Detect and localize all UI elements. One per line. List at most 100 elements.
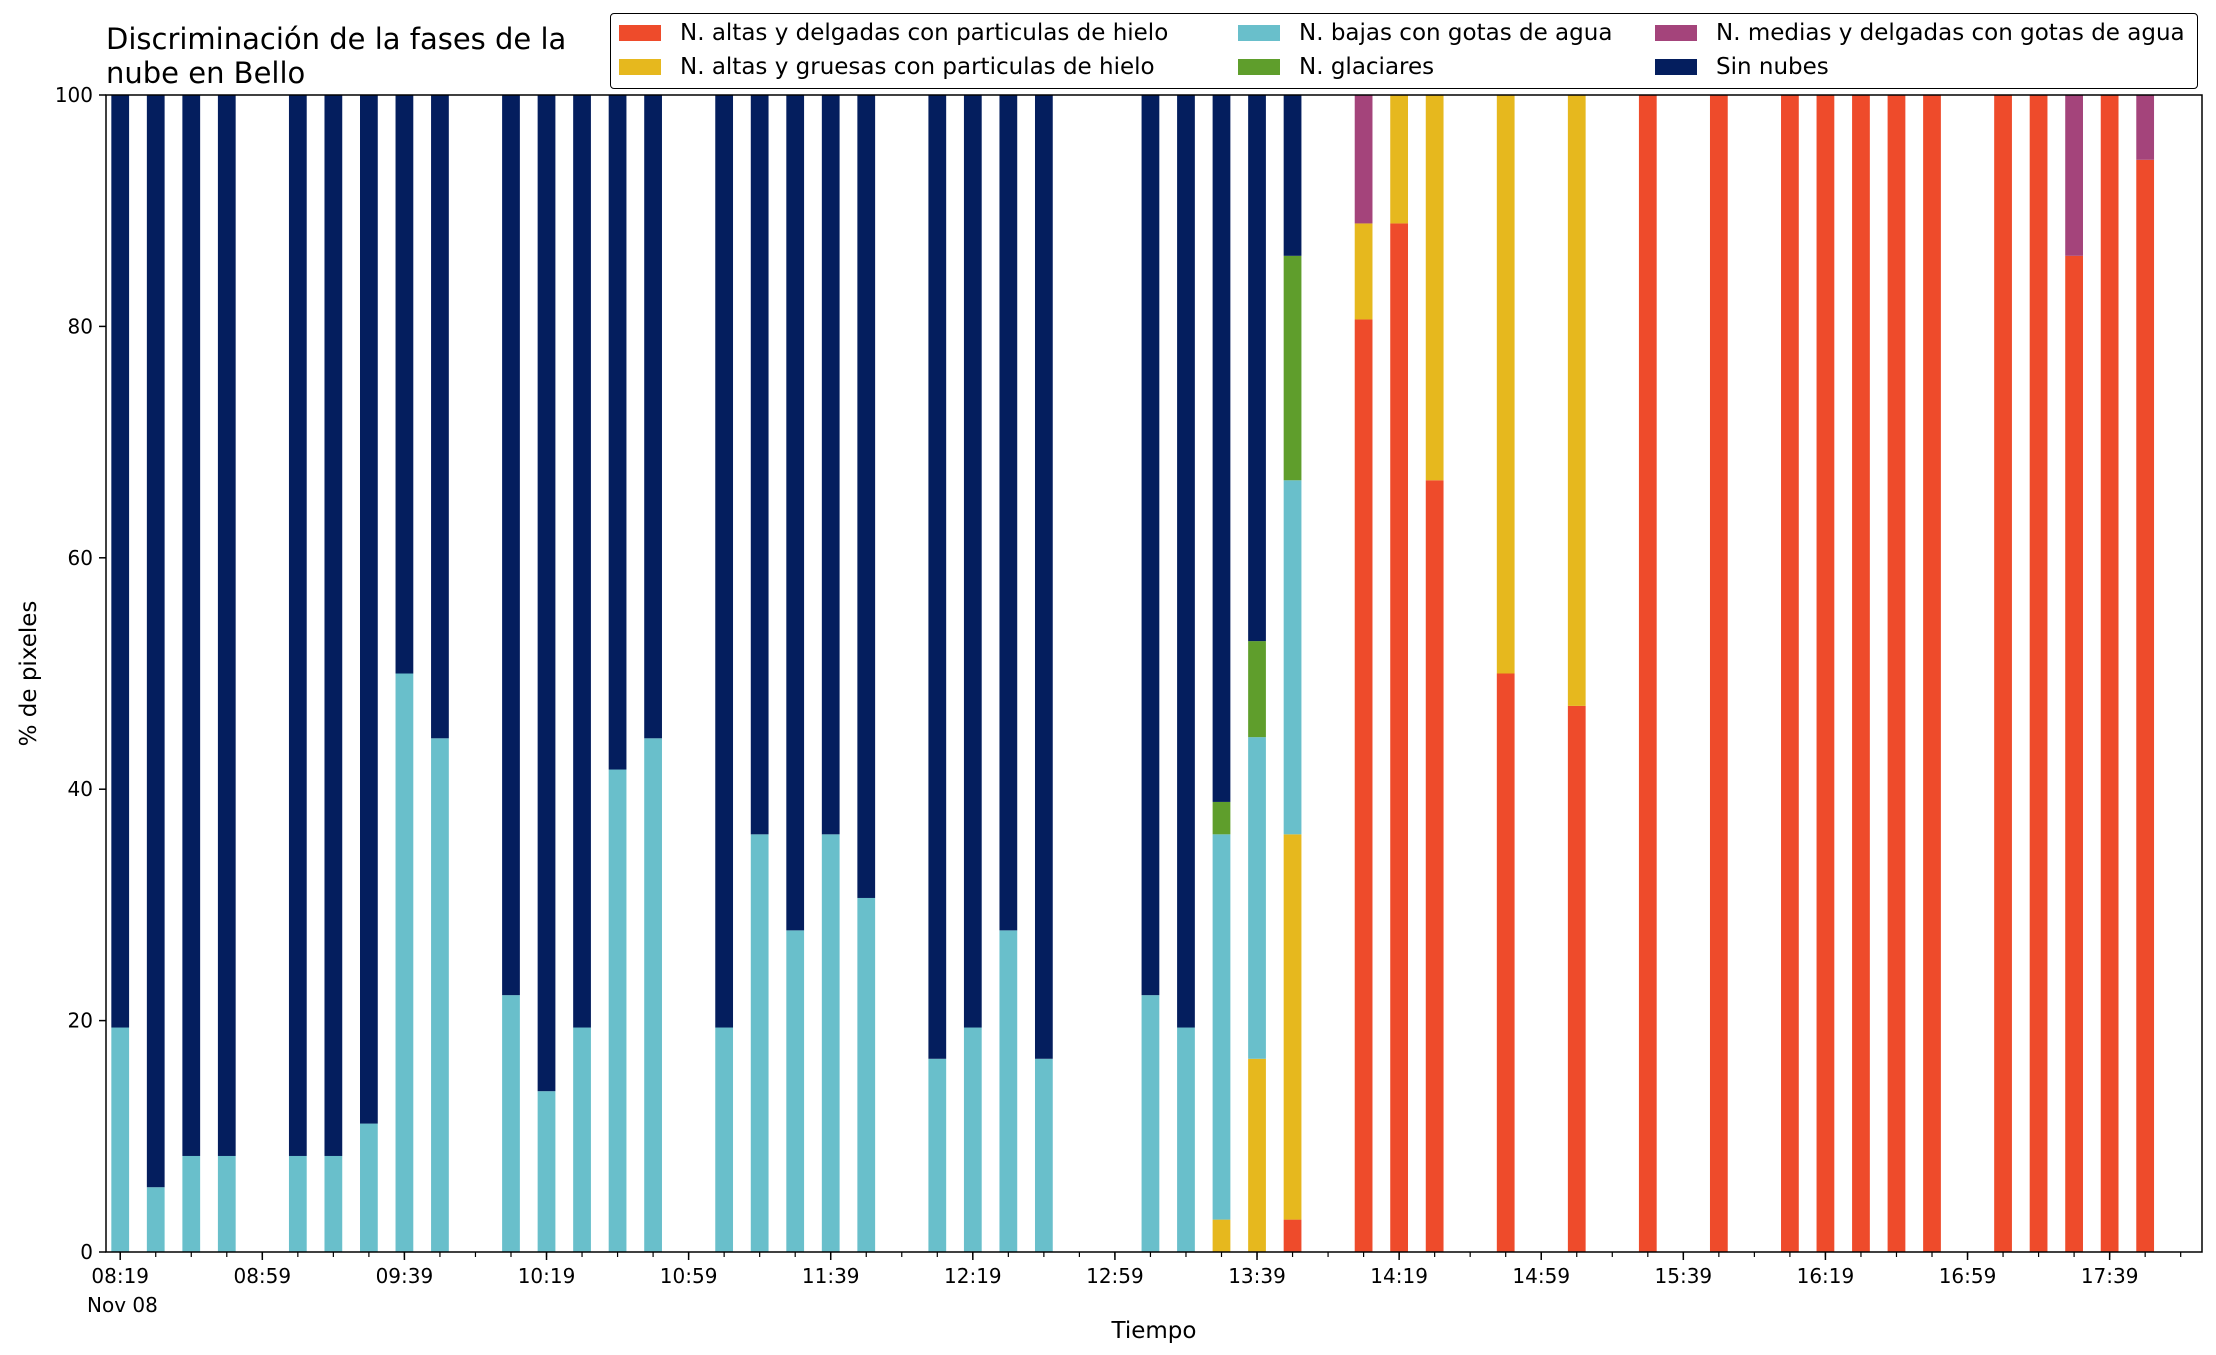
- bar-segment-glacier: [1248, 641, 1266, 738]
- bar-segment-ice-thin: [1852, 95, 1870, 1252]
- bar-segment-water-low: [182, 1155, 201, 1252]
- bar-segment-clear: [750, 95, 769, 835]
- bar-segment-ice-thin: [1638, 95, 1657, 1252]
- bar-segment-water-low: [537, 1091, 556, 1252]
- legend-item-water-low: N. bajas con gotas de agua: [1238, 17, 1612, 49]
- y-tick-label: 60: [68, 546, 93, 570]
- bar-segment-clear: [1034, 95, 1053, 1059]
- bar-segment-ice-thin: [2065, 255, 2083, 1252]
- x-axis-date-label: Nov 08: [87, 1293, 158, 1317]
- bars-layer: [111, 95, 2155, 1253]
- bar-segment-ice-thin: [1781, 95, 1799, 1252]
- bar-segment-clear: [573, 95, 591, 1028]
- legend-swatch: [1655, 25, 1697, 41]
- bar-segment-water-low: [1283, 480, 1302, 835]
- x-tick-label: 08:19: [91, 1264, 149, 1288]
- bar-segment-clear: [821, 95, 840, 835]
- bar-segment-water-low: [288, 1155, 307, 1252]
- bar-segment-clear: [608, 95, 627, 770]
- bar-segment-ice-thick: [1248, 1058, 1266, 1252]
- bar-segment-clear: [928, 95, 947, 1059]
- y-tick-label: 20: [68, 1009, 93, 1033]
- y-tick-label: 40: [68, 777, 93, 801]
- bar-segment-water-low: [1034, 1058, 1053, 1252]
- bar-segment-water-low: [146, 1187, 165, 1252]
- bar-segment-clear: [1283, 95, 1302, 256]
- legend-item-ice-thin: N. altas y delgadas con particulas de hi…: [619, 17, 1168, 49]
- y-axis: 0 20 40 60 80 100: [55, 83, 106, 1264]
- bar-segment-water-low: [821, 834, 840, 1252]
- bar-segment-water-mid: [2136, 95, 2155, 160]
- x-tick-label: 09:39: [376, 1264, 434, 1288]
- bar-segment-clear: [360, 95, 378, 1124]
- legend-item-glacier: N. glaciares: [1238, 51, 1434, 83]
- bar-segment-water-mid: [2065, 95, 2083, 256]
- x-tick-label: 13:39: [1228, 1264, 1286, 1288]
- bar-segment-glacier: [1283, 255, 1302, 481]
- x-axis-label: Tiempo: [1111, 1318, 1197, 1344]
- bar-segment-water-low: [111, 1027, 130, 1252]
- bar-segment-ice-thin: [1390, 223, 1409, 1252]
- bar-segment-clear: [395, 95, 414, 674]
- x-tick-label: 15:39: [1655, 1264, 1713, 1288]
- legend-label: Sin nubes: [1716, 54, 1829, 80]
- x-tick-label: 14:19: [1370, 1264, 1428, 1288]
- bar-segment-water-low: [395, 673, 414, 1252]
- x-tick-label: 11:39: [802, 1264, 860, 1288]
- plot-frame: [105, 94, 2203, 1253]
- x-tick-label: 12:59: [1086, 1264, 1144, 1288]
- legend-label: N. altas y gruesas con particulas de hie…: [680, 54, 1155, 80]
- x-tick-label: 17:39: [2081, 1264, 2139, 1288]
- bar-segment-ice-thin: [2029, 95, 2048, 1252]
- bar-segment-water-low: [999, 930, 1018, 1252]
- bar-segment-ice-thin: [1923, 95, 1941, 1252]
- bar-segment-water-low: [786, 930, 805, 1252]
- y-tick-label: 0: [80, 1240, 93, 1264]
- bar-segment-clear: [537, 95, 556, 1092]
- bar-segment-clear: [182, 95, 201, 1156]
- bar-segment-ice-thick: [1567, 95, 1586, 706]
- bar-segment-clear: [431, 95, 449, 739]
- x-tick-label: 16:19: [1797, 1264, 1855, 1288]
- x-axis: 08:19 08:59 09:39 10:19 10:59 11:39 12:19 12:59…: [91, 1252, 2182, 1288]
- x-tick-label: 12:19: [944, 1264, 1002, 1288]
- bar-segment-clear: [502, 95, 520, 996]
- bar-segment-ice-thin: [1496, 673, 1515, 1252]
- bar-segment-water-low: [857, 897, 876, 1252]
- bar-segment-water-low: [217, 1155, 236, 1252]
- legend-item-water-mid: N. medias y delgadas con gotas de agua: [1655, 17, 2185, 49]
- bar-segment-clear: [857, 95, 876, 898]
- bar-segment-ice-thick: [1354, 223, 1373, 320]
- bar-segment-ice-thick: [1390, 95, 1409, 224]
- bar-segment-clear: [963, 95, 982, 1028]
- bar-segment-water-low: [715, 1027, 734, 1252]
- legend-item-ice-thick: N. altas y gruesas con particulas de hie…: [619, 51, 1155, 83]
- legend-swatch: [619, 25, 661, 41]
- legend-swatch: [1238, 25, 1280, 41]
- bar-segment-water-low: [502, 995, 520, 1252]
- legend-label: N. glaciares: [1299, 54, 1435, 80]
- legend-swatch: [1238, 59, 1280, 75]
- bar-segment-clear: [1177, 95, 1195, 1028]
- bar-segment-water-mid: [1354, 95, 1373, 224]
- bar-segment-clear: [146, 95, 165, 1188]
- x-tick-label: 10:19: [518, 1264, 576, 1288]
- bar-segment-clear: [644, 95, 662, 739]
- bar-segment-clear: [111, 95, 130, 1028]
- bar-segment-ice-thin: [1354, 319, 1373, 1252]
- bar-segment-clear: [1141, 95, 1160, 996]
- bar-segment-clear: [999, 95, 1018, 931]
- bar-segment-clear: [1212, 95, 1231, 802]
- bar-segment-ice-thick: [1283, 834, 1302, 1220]
- bar-segment-water-low: [1248, 737, 1266, 1059]
- bar-segment-clear: [715, 95, 734, 1028]
- chart-legend: N. altas y delgadas con particulas de hi…: [610, 13, 2198, 89]
- bar-segment-ice-thin: [2100, 95, 2119, 1252]
- bar-segment-water-low: [750, 834, 769, 1252]
- bar-segment-water-low: [360, 1123, 378, 1252]
- bar-segment-ice-thick: [1496, 95, 1515, 674]
- bar-segment-water-low: [324, 1155, 343, 1252]
- bar-segment-water-low: [1141, 995, 1160, 1252]
- bar-segment-clear: [1248, 95, 1266, 642]
